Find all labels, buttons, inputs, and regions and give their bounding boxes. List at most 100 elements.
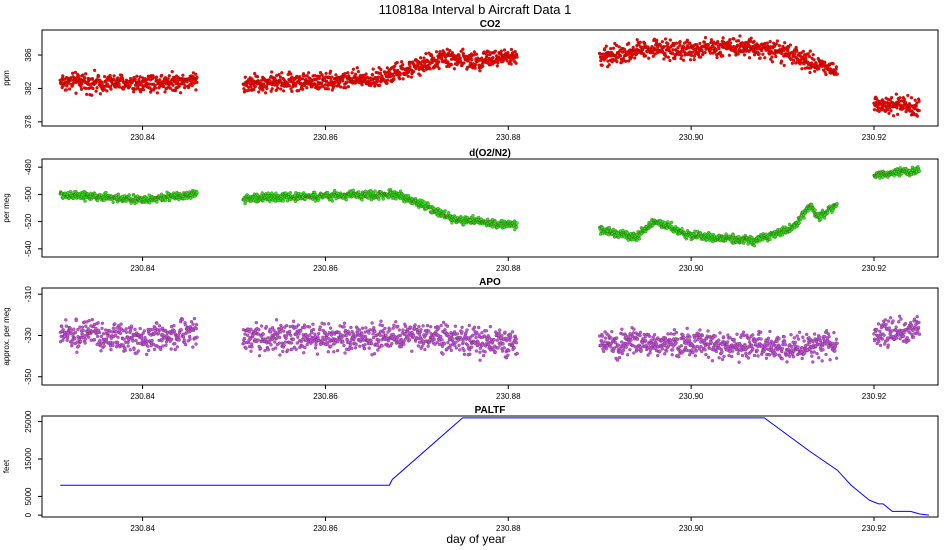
data-point — [356, 69, 361, 74]
data-point — [320, 338, 325, 342]
data-point — [801, 49, 805, 54]
data-point — [289, 72, 293, 76]
data-point — [370, 73, 375, 77]
data-point — [497, 331, 501, 335]
data-point — [709, 38, 714, 42]
data-point — [278, 75, 282, 79]
data-point — [627, 41, 631, 45]
data-point — [324, 71, 328, 76]
data-point — [698, 41, 702, 46]
data-point — [363, 334, 368, 339]
data-point — [280, 71, 284, 75]
data-point — [369, 341, 374, 346]
data-point — [505, 59, 509, 63]
data-point — [183, 342, 188, 347]
data-point — [813, 208, 817, 212]
data-point — [288, 324, 292, 329]
data-point — [614, 43, 619, 48]
data-point — [478, 358, 482, 362]
data-point — [332, 83, 336, 88]
data-point — [435, 340, 439, 345]
data-point — [308, 333, 312, 337]
y-tick-label: -520 — [24, 213, 33, 230]
data-point — [100, 82, 104, 86]
data-point — [783, 41, 787, 45]
data-point — [277, 72, 281, 77]
data-point — [95, 334, 100, 339]
data-point — [133, 77, 137, 82]
data-point — [122, 337, 126, 341]
data-point — [797, 221, 801, 225]
data-point — [774, 42, 779, 46]
series-points — [58, 34, 921, 118]
data-point — [408, 325, 413, 329]
data-point — [417, 324, 421, 329]
data-point — [472, 325, 477, 329]
data-point — [195, 80, 199, 85]
data-point — [192, 316, 197, 321]
data-point — [462, 352, 467, 357]
data-point — [421, 324, 425, 328]
data-point — [322, 322, 326, 326]
data-point — [662, 57, 666, 61]
data-point — [461, 47, 465, 51]
data-point — [506, 50, 510, 55]
data-point — [618, 54, 623, 58]
data-point — [668, 58, 672, 63]
data-point — [458, 56, 462, 60]
data-point — [303, 345, 307, 350]
data-point — [119, 322, 123, 326]
data-point — [721, 36, 725, 40]
data-point — [909, 96, 914, 100]
data-point — [715, 55, 719, 60]
y-tick-label: -310 — [24, 286, 33, 303]
data-point — [194, 72, 198, 76]
data-point — [134, 338, 138, 343]
data-point — [474, 349, 479, 353]
data-point — [121, 87, 126, 91]
data-point — [774, 54, 778, 59]
data-point — [483, 350, 487, 354]
data-point — [163, 90, 167, 94]
data-point — [111, 200, 115, 205]
data-point — [116, 192, 121, 197]
data-point — [355, 66, 359, 70]
data-point — [703, 35, 708, 40]
data-point — [386, 78, 390, 82]
data-point — [453, 343, 457, 347]
data-point — [493, 49, 498, 53]
data-point — [917, 99, 921, 103]
data-point — [800, 67, 804, 71]
data-point — [73, 70, 78, 75]
data-point — [77, 74, 81, 78]
data-point — [915, 114, 919, 118]
data-point — [500, 349, 505, 353]
data-point — [685, 38, 690, 42]
data-point — [757, 52, 761, 56]
data-point — [254, 320, 258, 325]
data-point — [351, 188, 355, 192]
data-point — [300, 76, 305, 81]
data-point — [138, 326, 142, 331]
data-point — [401, 328, 405, 332]
data-point — [373, 329, 377, 334]
data-point — [306, 71, 311, 75]
data-point — [752, 244, 756, 248]
data-point — [481, 64, 485, 68]
data-point — [426, 344, 430, 348]
data-point — [721, 54, 725, 58]
data-point — [195, 335, 199, 339]
data-point — [277, 335, 282, 340]
data-point — [903, 100, 908, 104]
data-point — [647, 56, 651, 60]
data-point — [313, 346, 318, 350]
data-point — [364, 326, 368, 330]
data-point — [124, 330, 129, 334]
data-point — [688, 58, 693, 62]
data-point — [609, 46, 613, 51]
data-point — [379, 67, 383, 72]
data-point — [191, 345, 195, 349]
data-point — [437, 326, 441, 330]
data-point — [168, 86, 172, 90]
